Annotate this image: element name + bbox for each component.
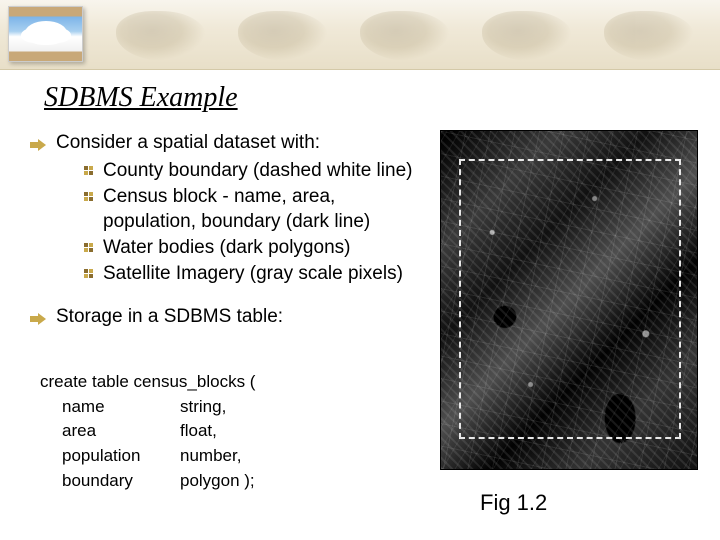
- square-bullet-icon: [84, 243, 93, 252]
- code-field-name: area: [40, 419, 180, 444]
- square-bullet-icon: [84, 166, 93, 175]
- slide-title: SDBMS Example: [44, 82, 238, 114]
- code-field-name: population: [40, 444, 180, 469]
- header-band: [0, 0, 720, 70]
- code-field-type: polygon );: [180, 469, 255, 494]
- satellite-figure: [440, 130, 698, 470]
- code-row: population number,: [40, 444, 255, 469]
- bullet-level2: Satellite Imagery (gray scale pixels): [84, 261, 430, 287]
- code-line-create: create table census_blocks (: [40, 370, 255, 395]
- sub-item-text: Census block - name, area, population, b…: [103, 184, 430, 235]
- code-row: boundary polygon );: [40, 469, 255, 494]
- sql-code-block: create table census_blocks ( name string…: [40, 370, 255, 493]
- square-bullet-icon: [84, 269, 93, 278]
- header-world-map-decor: [100, 8, 710, 63]
- cloud-icon: [25, 21, 67, 45]
- sub-item-text: Satellite Imagery (gray scale pixels): [103, 261, 403, 287]
- sublist: County boundary (dashed white line) Cens…: [84, 158, 430, 286]
- storage-text: Storage in a SDBMS table:: [56, 306, 283, 328]
- bullet-level1-intro: Consider a spatial dataset with:: [30, 132, 430, 154]
- bullet-level2: Water bodies (dark polygons): [84, 235, 430, 261]
- code-field-type: float,: [180, 419, 217, 444]
- code-row: name string,: [40, 395, 255, 420]
- code-row: area float,: [40, 419, 255, 444]
- figure-caption: Fig 1.2: [480, 490, 547, 516]
- arrow-bullet-icon: [30, 139, 48, 151]
- bullet-level1-storage: Storage in a SDBMS table:: [30, 306, 430, 328]
- square-bullet-icon: [84, 192, 93, 201]
- logo-thumbnail: [8, 6, 83, 62]
- content-area: Consider a spatial dataset with: County …: [30, 132, 430, 332]
- county-boundary-dashed: [459, 159, 681, 439]
- sub-item-text: County boundary (dashed white line): [103, 158, 412, 184]
- bullet-level2: County boundary (dashed white line): [84, 158, 430, 184]
- code-field-name: name: [40, 395, 180, 420]
- bullet-level2: Census block - name, area, population, b…: [84, 184, 430, 235]
- code-field-type: number,: [180, 444, 241, 469]
- arrow-bullet-icon: [30, 313, 48, 325]
- code-field-name: boundary: [40, 469, 180, 494]
- code-field-type: string,: [180, 395, 226, 420]
- sub-item-text: Water bodies (dark polygons): [103, 235, 350, 261]
- intro-text: Consider a spatial dataset with:: [56, 132, 320, 154]
